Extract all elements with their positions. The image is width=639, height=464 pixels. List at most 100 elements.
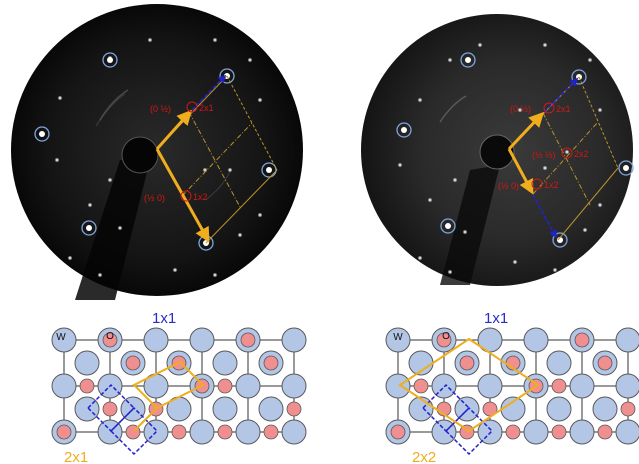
diffraction-spot (237, 232, 243, 238)
diffuse-arc (439, 95, 467, 123)
arrow-b-half-right (507, 148, 534, 195)
integer-spot-ring (81, 220, 97, 236)
o-atom (217, 424, 233, 440)
diffraction-spot (257, 97, 263, 103)
diffraction-spot (564, 149, 570, 155)
o-atom (263, 355, 279, 371)
w-atom (235, 373, 261, 399)
integer-spot (39, 131, 45, 137)
integer-spot (401, 127, 407, 133)
w-atom (569, 373, 595, 399)
w-atom (189, 327, 215, 353)
w-atom (523, 419, 549, 445)
diffraction-spot (542, 165, 548, 171)
w-atom (569, 419, 595, 445)
integer-spot-ring (34, 126, 50, 142)
label-1x1-right: 1x1 (484, 310, 508, 327)
arrow-a-full-left (191, 74, 227, 111)
diffraction-spot (417, 97, 423, 103)
o-atom (436, 332, 452, 348)
integer-spot-ring (571, 69, 587, 85)
o-atom (263, 424, 279, 440)
diffraction-spot (107, 177, 113, 183)
o-atom (56, 424, 72, 440)
diffraction-spot (212, 37, 218, 43)
w-atom (212, 350, 238, 376)
w-atom (615, 327, 639, 353)
diffraction-spot (597, 202, 603, 208)
integer-spot (557, 237, 563, 243)
integer-spot (86, 225, 92, 231)
integer-spot (465, 57, 471, 63)
label-b-frac-left: (½ 0) (144, 193, 165, 203)
integer-spot-ring (552, 232, 568, 248)
w-atom (281, 373, 307, 399)
diffraction-spot (67, 255, 73, 261)
diffraction-spot (397, 162, 403, 168)
unit-cell-1x1-right (421, 383, 471, 433)
label-b-name-right: 1x2 (544, 180, 559, 190)
diffraction-spot (87, 202, 93, 208)
arrow-a-half-left (155, 109, 192, 150)
diffraction-spot (172, 267, 178, 273)
arrow-a-full-right (543, 77, 579, 113)
diffraction-spot (582, 227, 588, 233)
diffraction-spot (452, 177, 458, 183)
arrow-b-left (155, 148, 210, 243)
w-atom (281, 419, 307, 445)
diffraction-spot (477, 42, 483, 48)
w-atom (546, 350, 572, 376)
unit-cell-1x1b-left (109, 406, 159, 456)
w-atom (546, 396, 572, 422)
diffraction-spot (447, 269, 453, 275)
w-atom (615, 419, 639, 445)
w-atom (235, 419, 261, 445)
o-atom (286, 401, 302, 417)
w-atom-label-left: W (56, 332, 66, 343)
integer-spot (107, 57, 113, 63)
label-b-frac-right: (½ 0) (498, 181, 519, 191)
diffraction-spot (447, 57, 453, 63)
o-atom (574, 332, 590, 348)
label-1x1-left: 1x1 (152, 310, 176, 327)
leed-pattern-right: (0 ½) 2x1 (½ ½) 2x2 (½ 0) 1x2 (361, 14, 634, 286)
diffraction-spot (417, 255, 423, 261)
diffraction-spot (212, 272, 218, 278)
diffraction-spot (517, 107, 523, 113)
w-atom (189, 419, 215, 445)
surface-model-right: 1x1 W O 2x2 (385, 310, 639, 464)
o-atom (79, 378, 95, 394)
diffraction-spot (542, 42, 548, 48)
w-atom (258, 396, 284, 422)
o-atom (102, 332, 118, 348)
w-atom (212, 396, 238, 422)
leed-pattern-left: (0 ½) 2x1 (½ 0) 1x2 (11, 4, 303, 300)
diffraction-spot (117, 225, 123, 231)
diffuse-arc (95, 93, 126, 127)
unit-cell-1x1b-right (444, 406, 494, 456)
super-cell-2x2 (398, 337, 540, 433)
integer-spot-ring (261, 162, 277, 178)
diffraction-spot (552, 267, 558, 273)
o-atom (171, 424, 187, 440)
o-atom-label-left: O (106, 331, 114, 342)
o-atom (597, 424, 613, 440)
spot-marker-a-left (186, 101, 198, 113)
diffraction-spot (597, 107, 603, 113)
arrow-b-full-right (532, 194, 557, 239)
o-atom (551, 378, 567, 394)
integer-spot-ring (460, 52, 476, 68)
w-atom (51, 373, 77, 399)
o-atom (505, 424, 521, 440)
atoms-right (385, 327, 639, 445)
o-atom (217, 378, 233, 394)
diffraction-spot (147, 37, 153, 43)
o-atom (125, 355, 141, 371)
w-atom (523, 327, 549, 353)
o-atom (413, 378, 429, 394)
integer-spot-ring (440, 218, 456, 234)
diffraction-spot (227, 167, 233, 173)
w-atom-label-right: W (393, 332, 403, 343)
integer-spot-ring (102, 52, 118, 68)
